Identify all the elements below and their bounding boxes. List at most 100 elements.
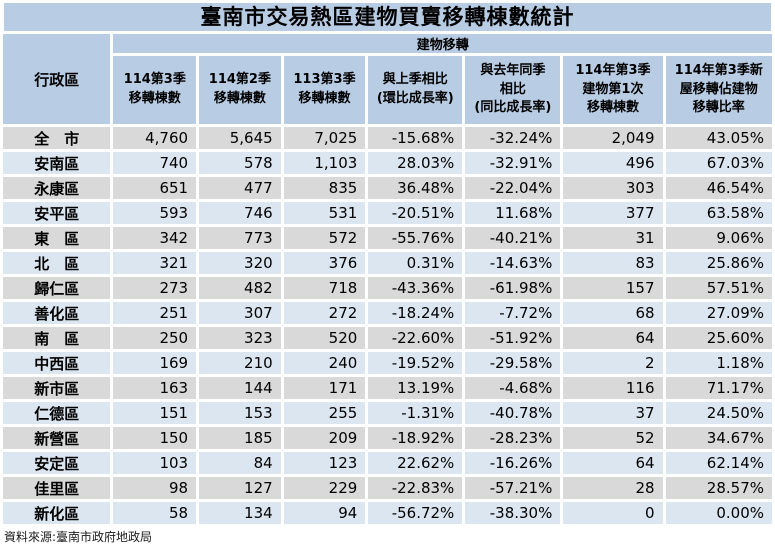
value-cell: 25.86% (665, 252, 772, 274)
value-cell: 24.50% (665, 402, 772, 424)
value-cell: 718 (283, 277, 366, 299)
district-cell: 善化區 (3, 302, 111, 324)
value-cell: -14.63% (465, 252, 561, 274)
value-cell: 651 (113, 177, 197, 199)
value-cell: 477 (199, 177, 281, 199)
value-cell: 2 (563, 352, 663, 374)
value-cell: 64 (563, 327, 663, 349)
value-cell: 11.68% (465, 202, 561, 224)
value-cell: 58 (113, 502, 197, 524)
table-row: 安南區 740 578 1,103 28.03% -32.91% 496 67.… (3, 152, 772, 174)
value-cell: -15.68% (368, 127, 463, 149)
table-row: 仁德區 151 153 255 -1.31% -40.78% 37 24.50% (3, 402, 772, 424)
table-row: 新營區 150 185 209 -18.92% -28.23% 52 34.67… (3, 427, 772, 449)
value-cell: 377 (563, 202, 663, 224)
value-cell: -38.30% (465, 502, 561, 524)
value-cell: -56.72% (368, 502, 463, 524)
district-cell: 全 市 (3, 127, 111, 149)
value-cell: 578 (199, 152, 281, 174)
table-row: 佳里區 98 127 229 -22.83% -57.21% 28 28.57% (3, 477, 772, 499)
value-cell: 28 (563, 477, 663, 499)
value-cell: 572 (283, 227, 366, 249)
column-header: 114年第3季新 屋移轉佔建物 移轉比率 (665, 56, 772, 124)
value-cell: 0.31% (368, 252, 463, 274)
value-cell: 144 (199, 377, 281, 399)
value-cell: -22.83% (368, 477, 463, 499)
value-cell: 169 (113, 352, 197, 374)
value-cell: 210 (199, 352, 281, 374)
value-cell: 57.51% (665, 277, 772, 299)
value-cell: -22.60% (368, 327, 463, 349)
column-header: 114第2季 移轉棟數 (199, 56, 281, 124)
value-cell: 2,049 (563, 127, 663, 149)
district-cell: 中西區 (3, 352, 111, 374)
value-cell: -57.21% (465, 477, 561, 499)
header-row-columns: 114第3季 移轉棟數 114第2季 移轉棟數 113第3季 移轉棟數 與上季相… (3, 56, 772, 124)
district-cell: 安平區 (3, 202, 111, 224)
value-cell: 127 (199, 477, 281, 499)
table-row: 新化區 58 134 94 -56.72% -38.30% 0 0.00% (3, 502, 772, 524)
group-header-building-transfer: 建物移轉 (113, 34, 772, 53)
value-cell: 28.57% (665, 477, 772, 499)
value-cell: 303 (563, 177, 663, 199)
value-cell: 52 (563, 427, 663, 449)
district-cell: 新市區 (3, 377, 111, 399)
district-cell: 北 區 (3, 252, 111, 274)
district-cell: 歸仁區 (3, 277, 111, 299)
value-cell: 37 (563, 402, 663, 424)
value-cell: 98 (113, 477, 197, 499)
value-cell: 4,760 (113, 127, 197, 149)
value-cell: 251 (113, 302, 197, 324)
value-cell: 63.58% (665, 202, 772, 224)
value-cell: 31 (563, 227, 663, 249)
data-source-note: 資料來源:臺南市政府地政局 (4, 530, 153, 544)
value-cell: 0 (563, 502, 663, 524)
value-cell: 64 (563, 452, 663, 474)
value-cell: 68 (563, 302, 663, 324)
value-cell: 5,645 (199, 127, 281, 149)
value-cell: 273 (113, 277, 197, 299)
table-row: 安平區 593 746 531 -20.51% 11.68% 377 63.58… (3, 202, 772, 224)
district-cell: 仁德區 (3, 402, 111, 424)
district-cell: 新營區 (3, 427, 111, 449)
value-cell: 209 (283, 427, 366, 449)
value-cell: 496 (563, 152, 663, 174)
district-cell: 南 區 (3, 327, 111, 349)
value-cell: 0.00% (665, 502, 772, 524)
value-cell: 67.03% (665, 152, 772, 174)
value-cell: 13.19% (368, 377, 463, 399)
column-header: 與上季相比 (環比成長率) (368, 56, 463, 124)
district-cell: 永康區 (3, 177, 111, 199)
table-row: 全 市 4,760 5,645 7,025 -15.68% -32.24% 2,… (3, 127, 772, 149)
value-cell: 71.17% (665, 377, 772, 399)
value-cell: 84 (199, 452, 281, 474)
value-cell: -55.76% (368, 227, 463, 249)
value-cell: 94 (283, 502, 366, 524)
value-cell: 240 (283, 352, 366, 374)
value-cell: 255 (283, 402, 366, 424)
column-header: 113第3季 移轉棟數 (283, 56, 366, 124)
value-cell: -4.68% (465, 377, 561, 399)
value-cell: 321 (113, 252, 197, 274)
value-cell: -18.92% (368, 427, 463, 449)
value-cell: 7,025 (283, 127, 366, 149)
value-cell: 531 (283, 202, 366, 224)
value-cell: 171 (283, 377, 366, 399)
value-cell: -19.52% (368, 352, 463, 374)
value-cell: 482 (199, 277, 281, 299)
value-cell: -18.24% (368, 302, 463, 324)
value-cell: 36.48% (368, 177, 463, 199)
value-cell: 272 (283, 302, 366, 324)
value-cell: 25.60% (665, 327, 772, 349)
value-cell: 150 (113, 427, 197, 449)
table-row: 中西區 169 210 240 -19.52% -29.58% 2 1.18% (3, 352, 772, 374)
value-cell: 773 (199, 227, 281, 249)
value-cell: -1.31% (368, 402, 463, 424)
value-cell: 320 (199, 252, 281, 274)
value-cell: -16.26% (465, 452, 561, 474)
value-cell: 103 (113, 452, 197, 474)
stats-table: 行政區 建物移轉 114第3季 移轉棟數 114第2季 移轉棟數 113第3季 … (0, 31, 775, 527)
value-cell: -29.58% (465, 352, 561, 374)
value-cell: -22.04% (465, 177, 561, 199)
